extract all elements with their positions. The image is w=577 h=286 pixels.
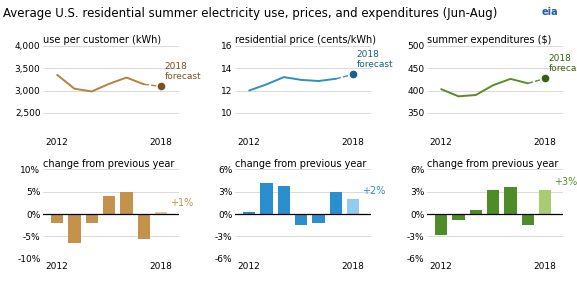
Bar — [487, 190, 500, 214]
Bar — [329, 192, 342, 214]
Bar — [312, 214, 325, 223]
Bar — [103, 196, 115, 214]
Text: 2018
forecast: 2018 forecast — [357, 49, 394, 69]
Bar — [278, 186, 290, 214]
Bar — [85, 214, 98, 223]
Bar — [243, 212, 256, 214]
Text: change from previous year: change from previous year — [428, 158, 559, 168]
Bar — [68, 214, 81, 243]
Bar — [137, 214, 150, 239]
Bar — [504, 187, 517, 214]
Bar — [120, 192, 133, 214]
Text: eia: eia — [542, 7, 559, 17]
Text: +3%: +3% — [554, 177, 577, 186]
Text: 2018
forecast: 2018 forecast — [164, 62, 201, 81]
Text: +1%: +1% — [170, 198, 193, 208]
Bar — [539, 190, 552, 214]
Bar — [435, 214, 447, 235]
Text: residential price (cents/kWh): residential price (cents/kWh) — [235, 35, 376, 45]
Bar — [522, 214, 534, 225]
Bar — [51, 214, 63, 223]
Bar — [347, 199, 359, 214]
Text: use per customer (kWh): use per customer (kWh) — [43, 35, 162, 45]
Text: summer expenditures ($): summer expenditures ($) — [428, 35, 552, 45]
Bar — [470, 210, 482, 214]
Text: change from previous year: change from previous year — [235, 158, 366, 168]
Bar — [452, 214, 465, 220]
Text: +2%: +2% — [362, 186, 385, 196]
Bar — [295, 214, 308, 225]
Text: Average U.S. residential summer electricity use, prices, and expenditures (Jun-A: Average U.S. residential summer electric… — [3, 7, 497, 20]
Text: 2018
forecast: 2018 forecast — [549, 54, 577, 73]
Bar — [155, 212, 167, 214]
Text: change from previous year: change from previous year — [43, 158, 175, 168]
Bar — [260, 183, 273, 214]
